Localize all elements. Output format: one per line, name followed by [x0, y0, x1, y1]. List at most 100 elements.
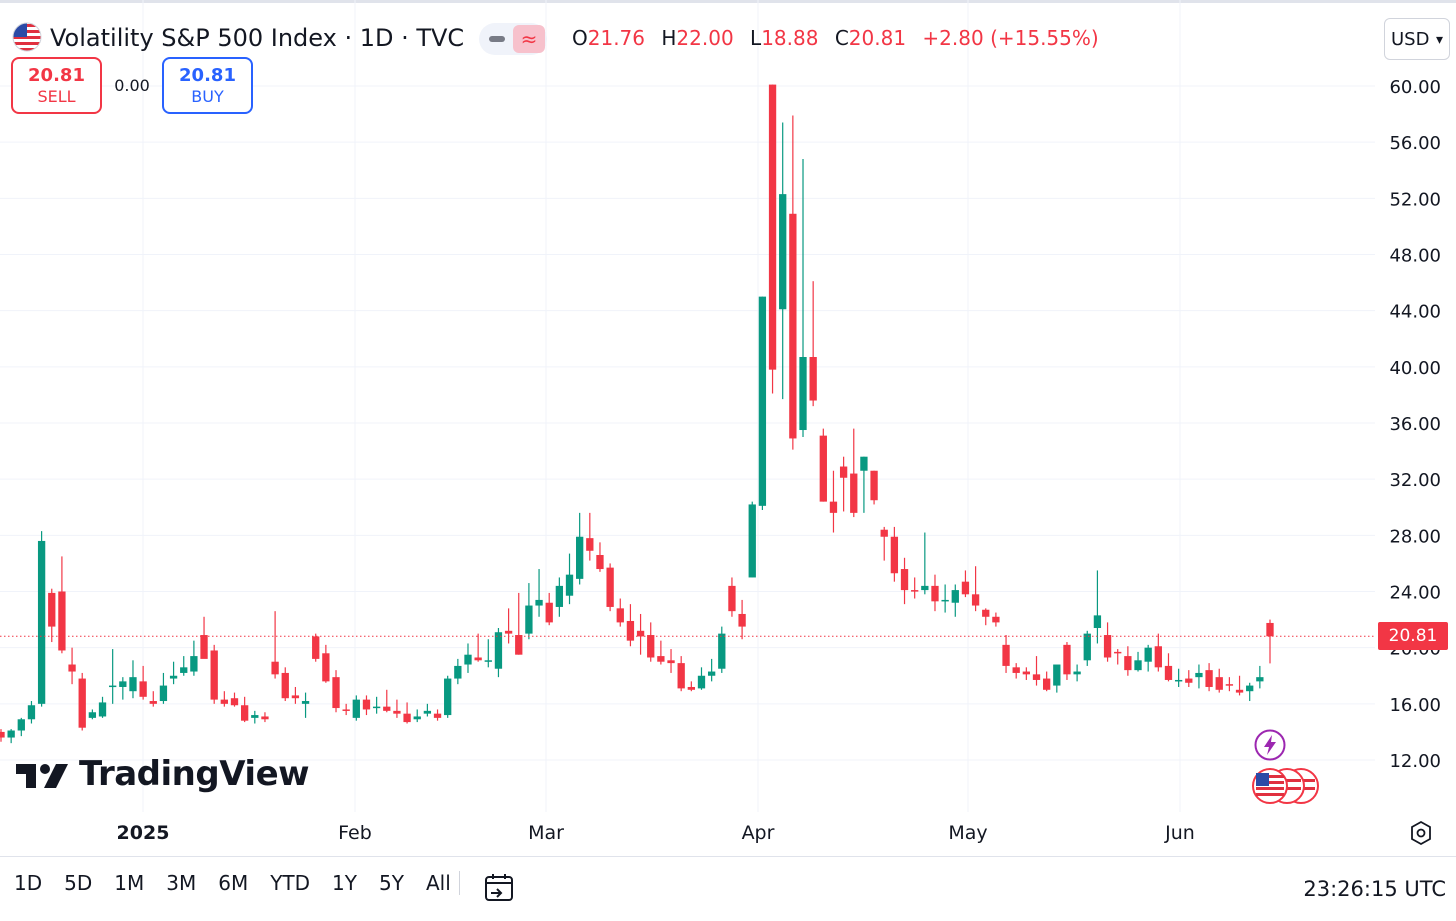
- sell-price: 20.81: [28, 65, 85, 86]
- candle-body: [1114, 651, 1122, 654]
- candle-body: [291, 695, 300, 699]
- candle-body: [494, 632, 503, 669]
- y-tick-label: 48.00: [1389, 246, 1441, 267]
- candle-body: [403, 713, 411, 723]
- candle-body: [921, 585, 929, 591]
- candle-body: [565, 574, 574, 596]
- candle-body: [809, 357, 817, 401]
- range-5y[interactable]: 5Y: [379, 870, 404, 895]
- currency-label: USD: [1391, 29, 1430, 50]
- candle-body: [200, 635, 208, 659]
- candle-body: [169, 675, 178, 679]
- range-1m[interactable]: 1M: [114, 870, 145, 895]
- lightning-event-icon[interactable]: [1254, 729, 1286, 761]
- candle-body: [576, 536, 584, 579]
- x-tick-label: Feb: [338, 822, 372, 844]
- x-tick-label: Apr: [742, 822, 775, 844]
- tradingview-logo-icon: [16, 764, 68, 788]
- candle-body: [545, 602, 553, 623]
- range-3m[interactable]: 3M: [166, 870, 197, 895]
- buy-button[interactable]: 20.81 BUY: [162, 57, 253, 114]
- settings-icon[interactable]: [1408, 820, 1434, 846]
- legend-toggle[interactable]: ≈: [479, 23, 547, 55]
- candle-body: [159, 685, 168, 702]
- candle-body: [0, 731, 5, 738]
- candle-body: [992, 616, 1000, 623]
- x-tick-label: Mar: [528, 822, 564, 844]
- candle-body: [1063, 644, 1071, 675]
- y-tick-label: 44.00: [1389, 302, 1441, 323]
- candle-body: [1246, 685, 1254, 692]
- candle-body: [880, 529, 888, 537]
- sell-button[interactable]: 20.81 SELL: [11, 57, 102, 114]
- open-value: 21.76: [587, 26, 646, 50]
- close-label: C: [834, 26, 849, 50]
- candle-body: [586, 538, 594, 551]
- candle-body: [423, 710, 432, 714]
- y-tick-label: 52.00: [1389, 189, 1441, 210]
- candlestick-chart[interactable]: 60.00 56.00 52.00 48.00 44.00 40.00 36.00 32.00…: [0, 0, 1456, 856]
- candle-body: [728, 585, 736, 612]
- range-all[interactable]: All: [425, 870, 451, 895]
- candle-body: [657, 656, 665, 662]
- candle-body: [890, 536, 899, 574]
- candle-body: [961, 581, 970, 595]
- open-label: O: [572, 26, 588, 50]
- candle-body: [119, 681, 127, 687]
- candle-body: [748, 504, 756, 578]
- candle-body: [332, 677, 340, 709]
- candle-body: [829, 501, 838, 513]
- candle-body: [911, 590, 919, 592]
- candle-body: [626, 620, 635, 641]
- candle-body: [312, 636, 320, 659]
- candle-body: [444, 678, 452, 716]
- y-tick-label: 24.00: [1389, 583, 1441, 604]
- candle-body: [941, 599, 949, 602]
- candle-body: [515, 635, 523, 655]
- candle-body: [931, 585, 939, 602]
- candle-body: [1053, 664, 1061, 686]
- candle-body: [139, 681, 147, 697]
- candle-body: [1073, 671, 1081, 675]
- candle-body: [17, 719, 25, 731]
- candle-body: [707, 671, 716, 676]
- range-1y[interactable]: 1Y: [332, 870, 357, 895]
- symbol-title[interactable]: Volatility S&P 500 Index · 1D · TVC: [50, 24, 465, 52]
- candle-body: [98, 702, 107, 717]
- candle-body: [768, 84, 777, 370]
- candle-body: [352, 699, 360, 718]
- candle-body: [1002, 644, 1010, 666]
- candle-body: [799, 357, 807, 431]
- candle-body: [393, 710, 401, 714]
- candle-body: [58, 591, 66, 651]
- candle-body: [1185, 678, 1193, 683]
- candle-body: [1174, 679, 1183, 682]
- top-border: [0, 0, 1456, 3]
- range-5d[interactable]: 5D: [64, 870, 93, 895]
- currency-select[interactable]: USD ▾: [1384, 18, 1450, 60]
- range-1d[interactable]: 1D: [14, 870, 43, 895]
- high-label: H: [661, 26, 677, 50]
- range-ytd[interactable]: YTD: [270, 870, 311, 895]
- candle-body: [1144, 647, 1152, 662]
- utc-clock[interactable]: 23:26:15 UTC: [1303, 877, 1446, 901]
- candle-body: [301, 701, 310, 704]
- y-tick-label: 60.00: [1389, 77, 1441, 98]
- candle-body: [738, 613, 746, 627]
- calendar-goto-icon[interactable]: [483, 871, 515, 903]
- economic-event-flags-icon[interactable]: [1251, 767, 1321, 805]
- candle-body: [261, 716, 269, 720]
- ohlc-values: O21.76 H22.00 L18.88 C20.81 +2.80 (+15.5…: [572, 24, 1099, 52]
- low-value: 18.88: [761, 26, 819, 50]
- candle-body: [504, 630, 513, 634]
- candle-body: [1124, 656, 1132, 671]
- sell-label: SELL: [37, 87, 76, 106]
- candle-body: [37, 540, 46, 704]
- candle-body: [1225, 684, 1234, 686]
- candle-body: [210, 650, 218, 700]
- range-6m[interactable]: 6M: [218, 870, 249, 895]
- us-flag-icon: [12, 22, 42, 52]
- candle-body: [78, 678, 86, 728]
- candle-body: [555, 585, 564, 607]
- candle-body: [1205, 670, 1213, 687]
